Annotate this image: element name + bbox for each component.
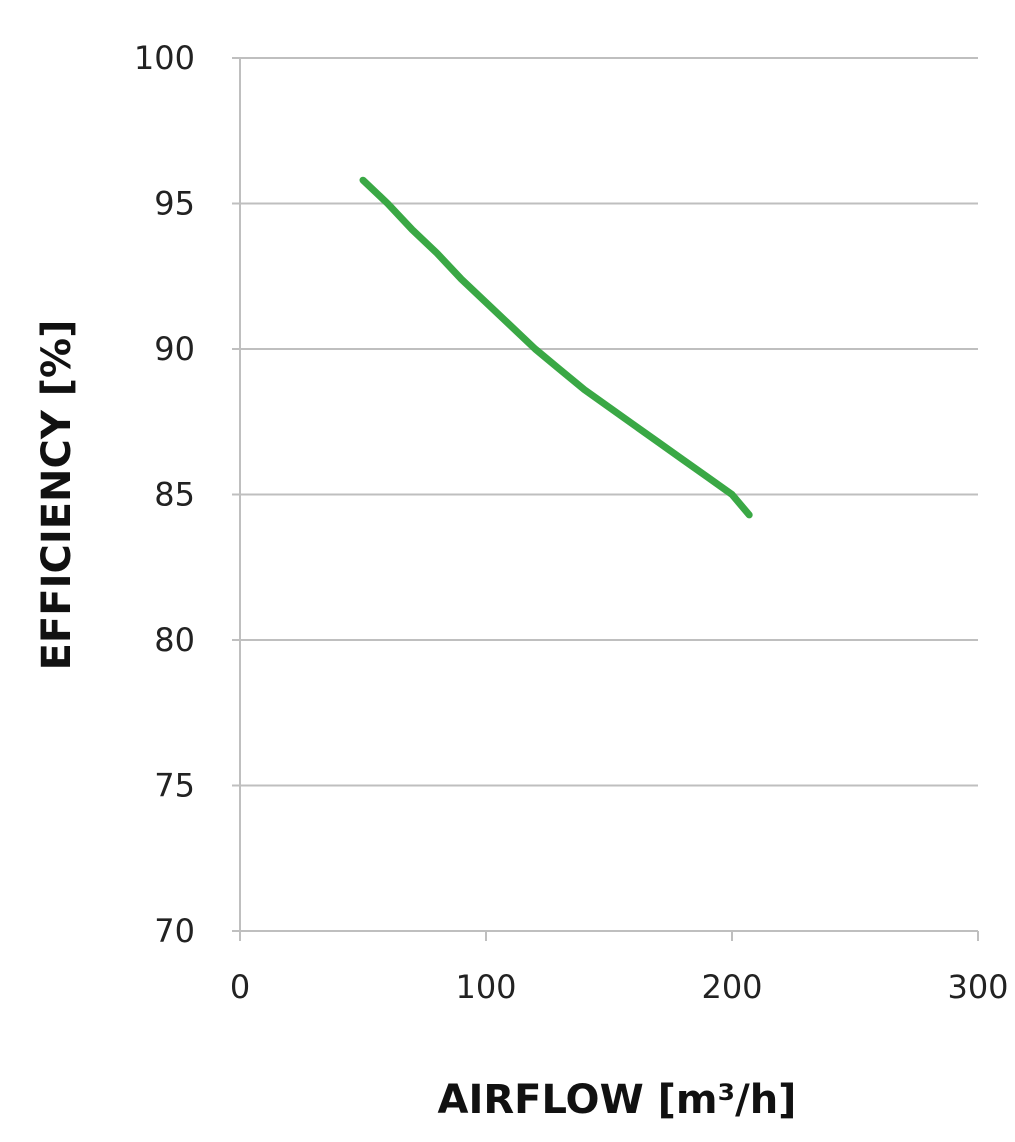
series-group	[359, 176, 753, 519]
x-tick-labels: 0 100 200 300	[230, 968, 1009, 1006]
y-tick-label: 95	[154, 185, 195, 223]
y-tick-label: 85	[154, 476, 195, 514]
x-tick-label: 300	[947, 968, 1008, 1006]
grid-lines	[232, 57, 978, 932]
x-tick-label: 0	[230, 968, 250, 1006]
y-axis-title: EFFICIENCY [%]	[34, 320, 80, 671]
axes	[239, 58, 979, 941]
y-tick-label: 90	[154, 330, 195, 368]
x-tick-label: 100	[455, 968, 516, 1006]
y-tick-label: 70	[154, 912, 195, 950]
x-axis-title: AIRFLOW [m³/h]	[438, 1077, 797, 1123]
y-tick-label: 100	[134, 39, 195, 77]
y-tick-label: 80	[154, 621, 195, 659]
y-tick-labels: 70 75 80 85 90 95 100	[134, 39, 195, 950]
series-line-0	[359, 176, 753, 519]
y-tick-label: 75	[154, 767, 195, 805]
x-tick-label: 200	[701, 968, 762, 1006]
